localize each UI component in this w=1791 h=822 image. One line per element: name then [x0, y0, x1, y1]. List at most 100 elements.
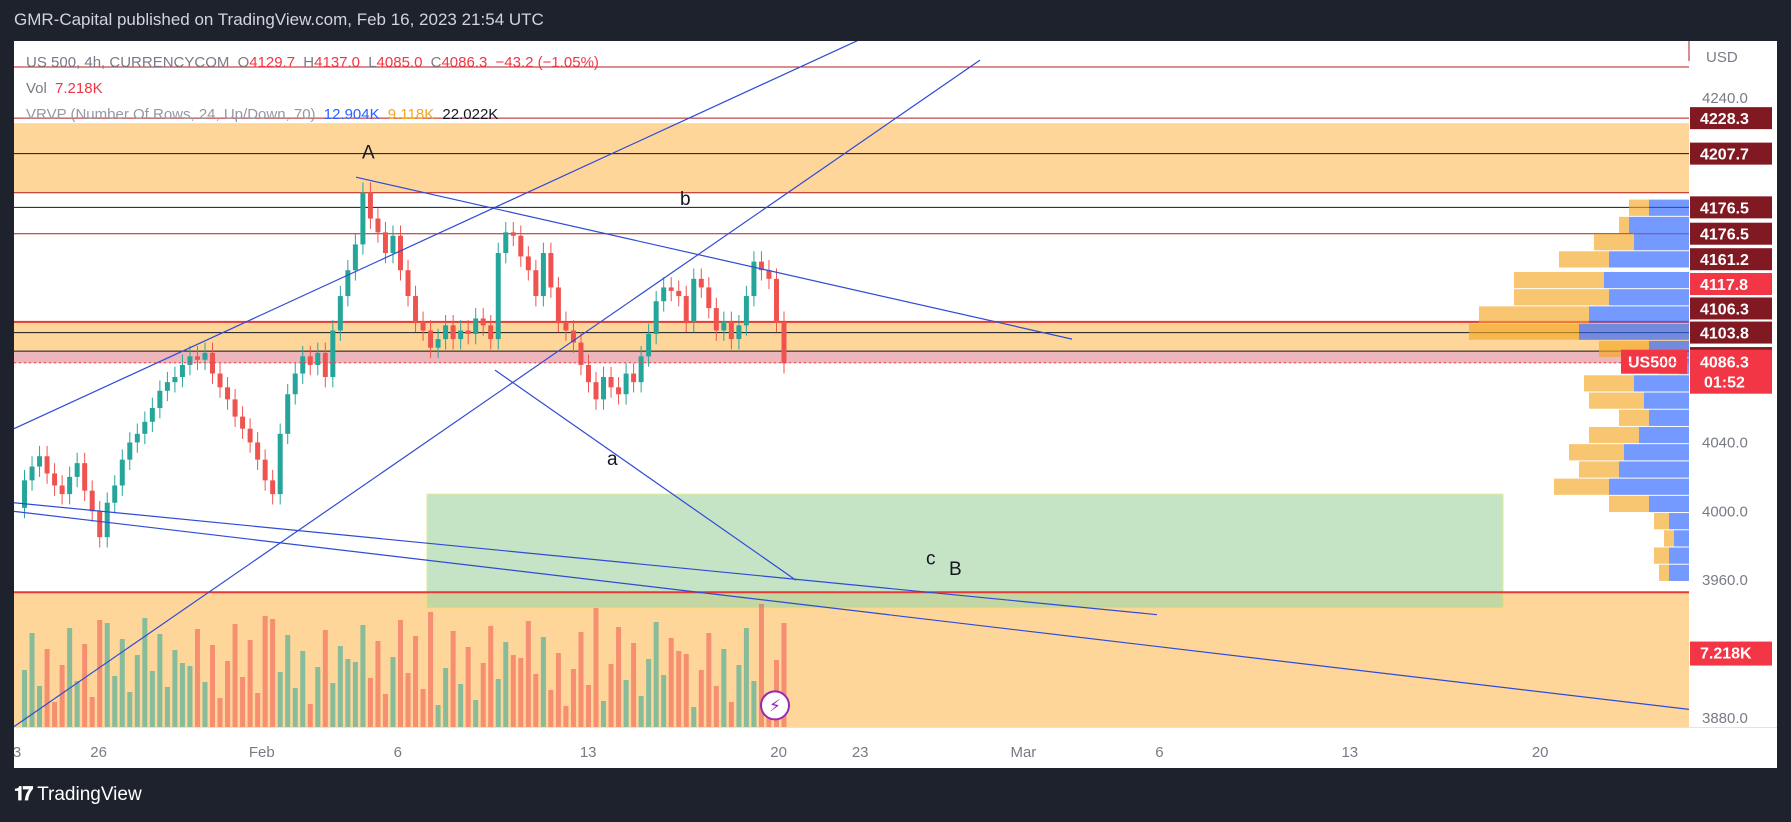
volume-bar[interactable]: [179, 663, 185, 727]
volume-bar[interactable]: [510, 655, 516, 727]
vrvp-bar-up[interactable]: [1589, 306, 1689, 323]
price-level-badge[interactable]: [1690, 297, 1772, 320]
vrvp-bar-down[interactable]: [1619, 216, 1629, 234]
candle-body[interactable]: [548, 253, 554, 288]
candle-body[interactable]: [330, 330, 336, 378]
candle-body[interactable]: [367, 192, 373, 219]
candle-body[interactable]: [638, 356, 644, 383]
candle-body[interactable]: [300, 356, 306, 374]
candle-body[interactable]: [758, 261, 764, 271]
vrvp-bar-up[interactable]: [1619, 461, 1689, 478]
legend-symbol[interactable]: US 500, 4h, CURRENCYCOM: [26, 54, 230, 71]
vrvp-bar-up[interactable]: [1669, 513, 1689, 530]
volume-bar[interactable]: [443, 668, 449, 727]
candle-body[interactable]: [570, 330, 576, 343]
candle-body[interactable]: [495, 253, 501, 340]
candle-body[interactable]: [22, 480, 28, 508]
volume-bar[interactable]: [194, 629, 200, 727]
volume-bar[interactable]: [210, 645, 216, 727]
candle-body[interactable]: [413, 296, 419, 322]
candle-body[interactable]: [450, 325, 456, 340]
vrvp-bar-down[interactable]: [1569, 444, 1624, 461]
volume-bar[interactable]: [367, 678, 373, 727]
candle-body[interactable]: [149, 408, 155, 422]
vrvp-bar-up[interactable]: [1609, 251, 1689, 268]
candle-body[interactable]: [766, 270, 772, 279]
volume-bar[interactable]: [405, 673, 411, 727]
candle-body[interactable]: [668, 287, 674, 291]
volume-bar[interactable]: [119, 639, 125, 727]
volume-bar[interactable]: [570, 669, 576, 727]
candle-body[interactable]: [67, 476, 73, 495]
volume-bar[interactable]: [104, 623, 110, 727]
trendline[interactable]: [14, 502, 1158, 616]
candle-body[interactable]: [623, 373, 629, 395]
target-zone-green[interactable]: [426, 493, 1504, 609]
candle-body[interactable]: [315, 352, 321, 365]
volume-bar[interactable]: [67, 628, 73, 727]
vrvp-bar-down[interactable]: [1514, 289, 1609, 306]
volume-bar[interactable]: [315, 667, 321, 727]
candle-body[interactable]: [563, 321, 569, 331]
vrvp-bar-up[interactable]: [1634, 375, 1689, 392]
vrvp-bar-down[interactable]: [1664, 530, 1674, 547]
candle-body[interactable]: [292, 373, 298, 395]
vrvp-bar-down[interactable]: [1589, 426, 1639, 444]
vrvp-bar-up[interactable]: [1624, 444, 1689, 461]
volume-bar[interactable]: [398, 620, 403, 727]
candle-body[interactable]: [202, 352, 208, 360]
volume-bar[interactable]: [74, 681, 80, 727]
tradingview-brand[interactable]: 𝟏𝟕 TradingView: [14, 784, 142, 806]
candle-body[interactable]: [743, 296, 749, 326]
candle-body[interactable]: [781, 321, 787, 364]
vrvp-bar-up[interactable]: [1649, 199, 1689, 216]
vrvp-bar-down[interactable]: [1619, 409, 1649, 426]
volume-bar[interactable]: [691, 707, 697, 727]
volume-bar[interactable]: [540, 637, 546, 727]
resistance-zone-middle[interactable]: [14, 321, 1689, 352]
price-zone-pink[interactable]: [14, 351, 1689, 364]
vrvp-bar-up[interactable]: [1669, 564, 1689, 581]
candle-body[interactable]: [608, 377, 614, 388]
candle-body[interactable]: [337, 296, 343, 331]
candle-body[interactable]: [179, 364, 185, 377]
last-price-badge[interactable]: [1690, 349, 1772, 394]
volume-bar[interactable]: [187, 666, 193, 727]
candle-body[interactable]: [480, 318, 486, 326]
candle-body[interactable]: [691, 278, 697, 322]
candle-body[interactable]: [540, 253, 546, 297]
candle-body[interactable]: [721, 321, 727, 331]
candle-body[interactable]: [773, 278, 779, 322]
volume-bar[interactable]: [22, 670, 28, 727]
volume-bar[interactable]: [382, 694, 388, 727]
volume-bar[interactable]: [676, 651, 682, 727]
vrvp-bar-down[interactable]: [1594, 234, 1634, 251]
volume-bar[interactable]: [638, 696, 644, 727]
volume-bar[interactable]: [668, 638, 674, 727]
volume-bar[interactable]: [59, 665, 65, 727]
legend-vrvp-row[interactable]: VRVP (Number Of Rows, 24, Up/Down, 70) 1…: [26, 106, 502, 123]
volume-bar[interactable]: [375, 641, 381, 727]
candle-body[interactable]: [187, 356, 193, 365]
candle-body[interactable]: [428, 330, 434, 348]
candle-body[interactable]: [157, 390, 163, 408]
candle-body[interactable]: [578, 342, 584, 365]
vrvp-bar-down[interactable]: [1629, 199, 1649, 216]
candle-body[interactable]: [420, 321, 426, 331]
volume-bar[interactable]: [277, 672, 283, 727]
candle-body[interactable]: [593, 382, 599, 400]
candle-body[interactable]: [232, 399, 238, 417]
volume-bar[interactable]: [89, 697, 95, 727]
candle-body[interactable]: [518, 235, 524, 257]
volume-bar[interactable]: [616, 627, 622, 727]
vrvp-bar-up[interactable]: [1649, 495, 1689, 513]
candle-body[interactable]: [435, 339, 441, 348]
vrvp-bar-down[interactable]: [1659, 564, 1669, 581]
candle-body[interactable]: [37, 456, 43, 467]
candle-body[interactable]: [390, 235, 396, 253]
volume-bar[interactable]: [360, 625, 366, 727]
candle-body[interactable]: [345, 270, 351, 297]
candle-body[interactable]: [736, 325, 742, 340]
candle-body[interactable]: [112, 485, 118, 503]
